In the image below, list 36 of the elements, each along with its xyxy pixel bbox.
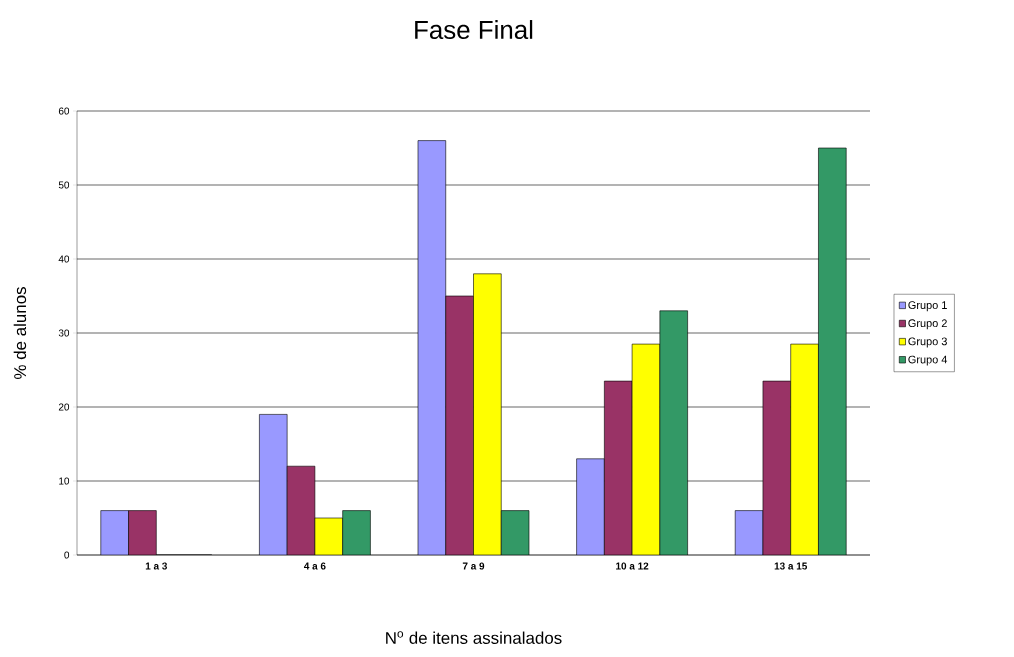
chart-title: Fase Final xyxy=(415,20,533,40)
bar xyxy=(128,510,157,555)
legend-label: Grupo 4 xyxy=(908,355,948,366)
x-tick-label: 4 a 6 xyxy=(303,562,326,570)
x-tick-label: 13 a 15 xyxy=(774,562,808,570)
bar xyxy=(790,343,819,555)
bar xyxy=(762,380,791,555)
y-tick-label: 40 xyxy=(58,255,70,263)
bar xyxy=(659,310,688,555)
x-tick-label: 7 a 9 xyxy=(462,562,485,570)
legend-label: Grupo 2 xyxy=(908,319,947,330)
bar xyxy=(473,273,502,555)
x-tick-label: 1 a 3 xyxy=(145,562,168,570)
bar xyxy=(604,380,633,555)
y-axis-title: % de alunos xyxy=(13,287,27,379)
y-tick-label: 30 xyxy=(58,329,70,337)
y-tick-label: 0 xyxy=(64,551,70,559)
bar xyxy=(445,295,474,555)
y-tick-label: 60 xyxy=(58,107,70,115)
bar xyxy=(631,343,661,555)
bar xyxy=(417,140,447,555)
x-axis-title: N$^{o}$ de itens assinalados xyxy=(386,631,562,644)
bar xyxy=(734,510,764,555)
bar xyxy=(342,510,371,555)
bar xyxy=(576,458,605,555)
legend-label: Grupo 3 xyxy=(908,337,947,348)
legend-label: Grupo 1 xyxy=(908,301,947,312)
bar xyxy=(100,510,129,555)
bar xyxy=(818,147,847,555)
y-tick-label: 10 xyxy=(59,477,70,485)
bar xyxy=(500,510,530,555)
y-tick-label: 50 xyxy=(58,181,70,189)
bar xyxy=(259,414,288,555)
bar xyxy=(286,465,316,555)
y-tick-label: 20 xyxy=(58,403,70,411)
x-tick-label: 10 a 12 xyxy=(616,562,649,570)
